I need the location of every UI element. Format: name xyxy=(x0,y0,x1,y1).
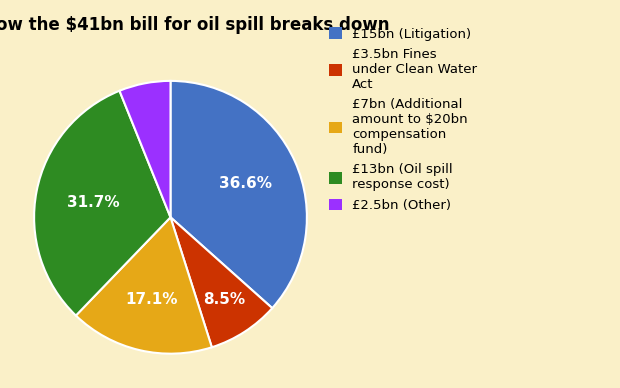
Text: 36.6%: 36.6% xyxy=(219,176,272,191)
Wedge shape xyxy=(170,217,272,347)
Wedge shape xyxy=(76,217,212,354)
Wedge shape xyxy=(170,81,307,308)
Wedge shape xyxy=(120,81,170,217)
Text: BP: How the $41bn bill for oil spill breaks down: BP: How the $41bn bill for oil spill bre… xyxy=(0,16,389,33)
Text: 31.7%: 31.7% xyxy=(66,195,119,210)
Text: 8.5%: 8.5% xyxy=(203,292,245,307)
Legend: £15bn (Litigation), £3.5bn Fines
under Clean Water
Act, £7bn (Additional
amount : £15bn (Litigation), £3.5bn Fines under C… xyxy=(329,27,477,212)
Text: 17.1%: 17.1% xyxy=(125,292,177,307)
Wedge shape xyxy=(34,91,170,315)
